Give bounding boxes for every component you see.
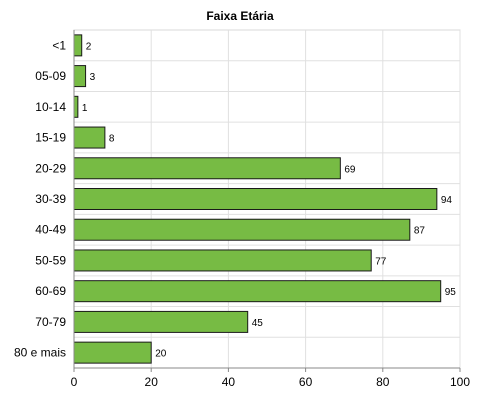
bar — [73, 188, 438, 210]
data-label: 69 — [344, 164, 356, 175]
x-tick-label: 0 — [71, 375, 78, 389]
category-label: 60-69 — [35, 284, 66, 298]
bar — [73, 34, 83, 57]
data-label: 77 — [375, 256, 387, 267]
x-tick-label: 40 — [222, 375, 236, 389]
bars: 2 3 1 8 69 94 87 77 95 45 20 — [73, 34, 457, 364]
data-label: 2 — [86, 41, 92, 52]
bar — [73, 341, 152, 364]
data-label: 20 — [155, 349, 167, 360]
data-label: 95 — [445, 287, 457, 298]
category-label: 70-79 — [35, 315, 66, 329]
bar — [73, 249, 372, 272]
data-label: 8 — [109, 134, 115, 145]
category-label: 30-39 — [35, 192, 66, 206]
bar — [73, 126, 106, 149]
category-label: 15-19 — [35, 131, 66, 145]
bar — [73, 157, 341, 180]
data-label: 94 — [441, 195, 453, 206]
x-axis-ticks: 0 20 40 60 80 100 — [71, 368, 470, 389]
x-tick-label: 80 — [376, 375, 390, 389]
category-label: 80 e mais — [14, 346, 66, 360]
category-label: 10-14 — [35, 100, 66, 114]
data-label: 3 — [90, 72, 96, 83]
chart-title: Faixa Etária — [206, 9, 274, 23]
bar — [73, 65, 87, 88]
category-label: <1 — [52, 38, 66, 52]
category-label: 40-49 — [35, 223, 66, 237]
data-label: 87 — [414, 226, 426, 237]
bar — [73, 280, 442, 303]
category-label: 05-09 — [35, 69, 66, 83]
category-labels: <1 05-09 10-14 15-19 20-29 30-39 40-49 50-59 60-… — [14, 38, 66, 359]
bar — [73, 218, 411, 241]
x-tick-label: 20 — [145, 375, 159, 389]
bar — [73, 95, 79, 118]
data-label: 1 — [82, 103, 88, 114]
data-label: 45 — [252, 318, 264, 329]
category-label: 20-29 — [35, 161, 66, 175]
x-tick-label: 100 — [450, 375, 470, 389]
bar — [73, 310, 249, 333]
x-tick-label: 60 — [299, 375, 313, 389]
category-label: 50-59 — [35, 253, 66, 267]
